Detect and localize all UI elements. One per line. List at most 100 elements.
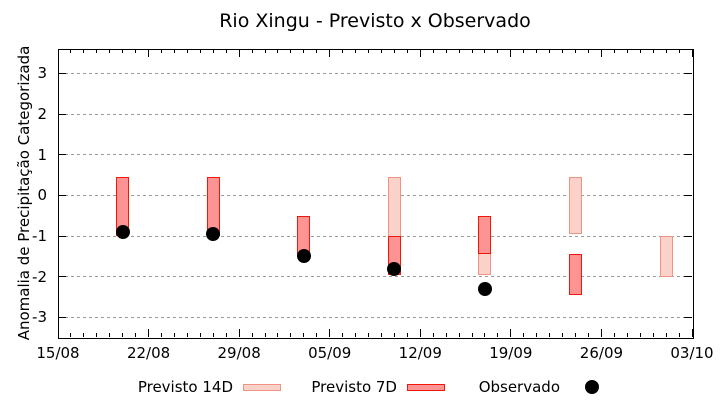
x-axis-tick (665, 333, 667, 337)
observado-point (296, 249, 311, 264)
x-axis-tick (355, 333, 357, 337)
x-axis-tick (600, 49, 602, 57)
x-axis-tick (238, 49, 240, 57)
x-axis-tick (445, 333, 447, 337)
observado-point (387, 261, 402, 276)
x-axis-tick (458, 333, 460, 337)
x-axis-tick (329, 329, 331, 337)
x-axis-tick (135, 333, 137, 337)
y-axis-tick (684, 235, 692, 237)
x-axis-tick (290, 333, 292, 337)
x-axis-tick (380, 333, 382, 337)
x-axis-tick (277, 49, 279, 53)
x-axis-tick (536, 49, 538, 53)
legend: Previsto 14D Previsto 7D Observado (0, 375, 720, 399)
x-axis-tick (173, 333, 175, 337)
x-axis-tick (380, 49, 382, 53)
legend-label-observado: Observado (478, 378, 560, 396)
x-axis-tick (652, 333, 654, 337)
x-axis-tick (691, 49, 693, 57)
y-axis-tick (58, 154, 66, 156)
x-axis-tick (575, 333, 577, 337)
x-axis-tick (665, 49, 667, 53)
y-axis-tick (684, 72, 692, 74)
y-tick-label: 1 (37, 145, 47, 164)
x-axis-tick (393, 49, 395, 53)
x-axis-tick (432, 333, 434, 337)
x-axis-tick (562, 333, 564, 337)
x-axis-tick (406, 333, 408, 337)
x-axis-tick (212, 333, 214, 337)
x-tick-label: 26/09 (579, 344, 624, 362)
x-axis-tick (199, 49, 201, 53)
x-axis-tick (109, 333, 111, 337)
y-axis-tick (58, 316, 66, 318)
x-tick-label: 22/08 (126, 344, 171, 362)
previsto-7d-swatch-icon (407, 383, 445, 391)
x-axis-tick (135, 49, 137, 53)
x-axis-tick (613, 333, 615, 337)
x-axis-tick (161, 333, 162, 337)
x-axis-tick (549, 333, 551, 337)
y-tick-label: 2 (37, 105, 47, 124)
x-axis-tick (122, 333, 124, 337)
observado-swatch-icon (585, 380, 599, 394)
gridline (59, 154, 691, 156)
bar-previsto-14d (659, 236, 673, 277)
x-axis-tick (393, 333, 395, 337)
x-axis-tick (484, 333, 486, 337)
x-axis-tick (419, 329, 421, 337)
x-axis-tick (57, 329, 59, 337)
x-axis-tick (600, 329, 602, 337)
x-axis-tick (575, 49, 577, 53)
x-axis-tick (329, 49, 331, 57)
x-axis-tick (251, 333, 253, 337)
x-axis-tick (419, 49, 421, 57)
x-axis-tick (355, 49, 357, 53)
observado-point (115, 225, 130, 240)
x-axis-tick (471, 333, 473, 337)
y-axis-tick (684, 316, 692, 318)
x-axis-tick (264, 49, 266, 53)
x-axis-tick (510, 329, 512, 337)
x-axis-tick (212, 49, 214, 53)
legend-label-previsto-14d: Previsto 14D (137, 378, 233, 396)
x-axis-tick (678, 333, 680, 337)
y-axis-tick (58, 113, 66, 115)
y-tick-label: 0 (37, 186, 47, 205)
x-axis-tick (122, 49, 124, 53)
x-axis-tick (678, 49, 680, 53)
gridline (59, 316, 691, 318)
gridline (59, 194, 691, 196)
x-axis-tick (510, 49, 512, 57)
bar-previsto-7d (478, 215, 492, 255)
x-axis-tick (57, 49, 59, 57)
x-axis-tick (458, 49, 460, 53)
x-axis-tick (587, 333, 589, 337)
gridline (59, 276, 691, 278)
x-axis-tick (432, 49, 434, 53)
x-axis-tick (536, 333, 538, 337)
x-tick-label: 29/08 (217, 344, 261, 362)
y-tick-label: -2 (32, 267, 47, 286)
x-axis-tick (186, 49, 188, 53)
gridline (59, 72, 691, 74)
x-tick-label: 15/08 (36, 344, 80, 362)
x-axis-tick (96, 49, 98, 53)
x-axis-tick (148, 329, 150, 337)
x-axis-tick (316, 49, 318, 53)
x-axis-tick (523, 333, 525, 337)
x-axis-tick (186, 333, 188, 337)
y-axis-tick (684, 276, 692, 278)
x-axis-tick (587, 49, 589, 53)
x-axis-tick (70, 49, 72, 53)
y-tick-label: 3 (37, 64, 47, 83)
plot-area (58, 49, 694, 339)
x-axis-tick (148, 49, 150, 57)
x-axis-tick (368, 333, 370, 337)
x-axis-tick (652, 49, 654, 53)
y-axis-tick (58, 72, 66, 74)
bar-previsto-14d (569, 177, 583, 235)
x-axis-tick (277, 333, 279, 337)
y-axis-tick (684, 113, 692, 115)
